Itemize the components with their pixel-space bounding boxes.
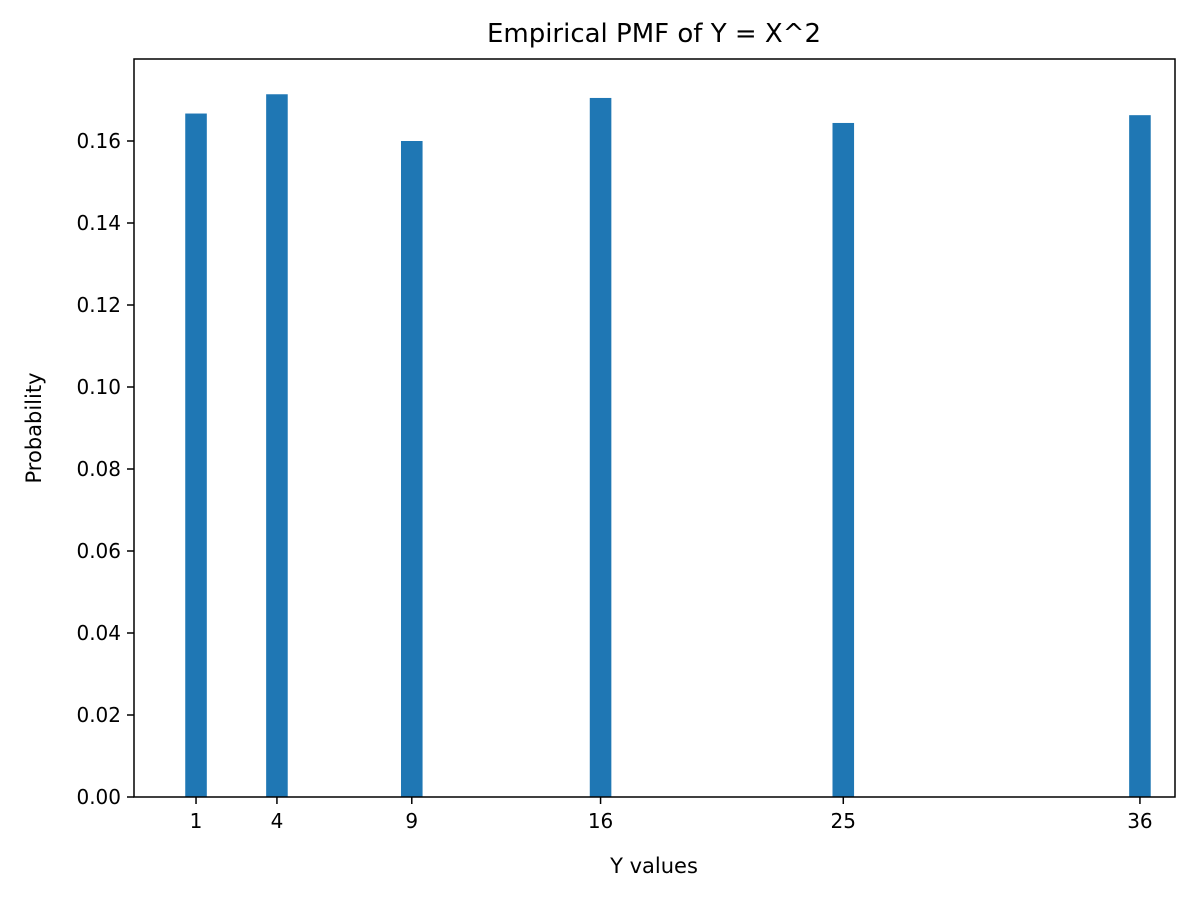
- x-tick-label: 4: [271, 809, 284, 833]
- y-tick-label: 0.10: [76, 375, 121, 399]
- bar-9: [400, 141, 423, 797]
- x-tick-label: 1: [190, 809, 203, 833]
- x-tick-label: 16: [588, 809, 613, 833]
- x-tick-label: 36: [1127, 809, 1152, 833]
- bar-1: [185, 113, 207, 797]
- y-tick-label: 0.00: [76, 785, 121, 809]
- y-tick-label: 0.08: [76, 457, 121, 481]
- y-tick-label: 0.02: [76, 703, 121, 727]
- bars-group: [185, 94, 1151, 798]
- bar-4: [266, 94, 288, 797]
- chart-title: Empirical PMF of Y = X^2: [487, 19, 821, 49]
- x-tick-label: 25: [831, 809, 856, 833]
- plot-frame: [133, 58, 1176, 798]
- y-ticks-group: 0.00 0.02 0.04 0.06 0.08 0.10 0.12 0.14 0.16: [76, 129, 134, 809]
- x-ticks-group: 1 4 9 16 25 36: [190, 797, 1153, 833]
- y-tick-label: 0.16: [76, 129, 121, 153]
- bar-36: [1129, 115, 1151, 798]
- x-axis-label: Y values: [609, 854, 698, 878]
- x-tick-label: 9: [405, 809, 418, 833]
- y-axis-label: Probability: [22, 372, 46, 483]
- y-tick-label: 0.04: [76, 621, 121, 645]
- y-tick-label: 0.12: [76, 293, 121, 317]
- bar-25: [832, 122, 855, 797]
- y-tick-label: 0.06: [76, 539, 121, 563]
- bar-16: [589, 97, 612, 797]
- y-tick-label: 0.14: [76, 211, 121, 235]
